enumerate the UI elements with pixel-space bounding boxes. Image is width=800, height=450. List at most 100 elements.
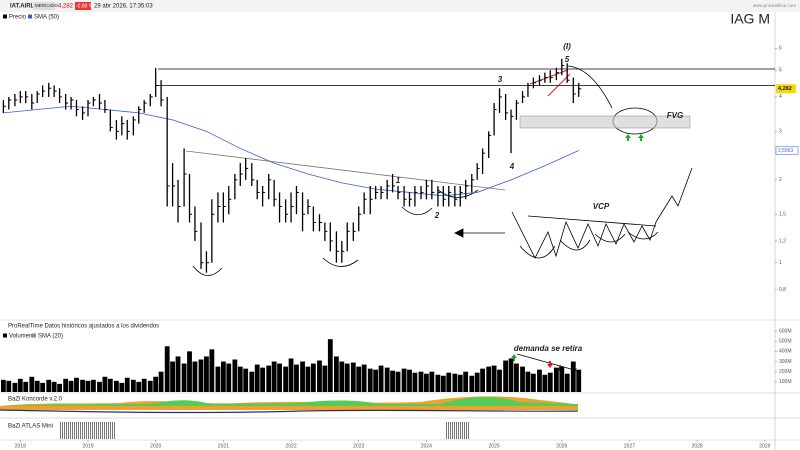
volume-bar (469, 375, 475, 392)
volume-bar (283, 366, 289, 392)
volume-bar (514, 363, 519, 392)
site: www.prorealtime.com (753, 3, 796, 8)
volume-bar (367, 368, 373, 392)
x-tick-label: 2020 (150, 443, 161, 449)
volume-bar (356, 366, 362, 392)
volume-bar (559, 366, 565, 392)
volume-bar (80, 379, 85, 392)
volume-bar (547, 372, 553, 392)
volume-bar (68, 380, 74, 392)
volume-bar (508, 358, 514, 392)
volume-bar (141, 378, 147, 392)
market: MERCADO (35, 3, 59, 8)
legend-price: Precio (9, 15, 27, 21)
volume-bar (339, 361, 345, 392)
change-box (75, 2, 91, 10)
legend-sma: SMA (50) (34, 15, 59, 21)
volume-bar (232, 359, 238, 392)
datetime: 29 abr 2026, 17:35:03 (94, 4, 153, 10)
volume-bar (452, 373, 458, 392)
market-box (33, 2, 55, 10)
green-arrows (625, 134, 644, 141)
x-tick-label: 2018 (15, 443, 26, 449)
y-tick-label: 1,5 (779, 212, 786, 218)
y-tick-label: 0,8 (779, 287, 786, 293)
volume-bar (317, 360, 322, 392)
volume-bar (305, 366, 311, 392)
volume-bar (164, 346, 170, 392)
annotation: FVG (667, 111, 683, 120)
volume-bar (520, 366, 525, 392)
volume-bar (424, 373, 429, 392)
y-tick-label: 3 (779, 129, 782, 135)
volume-bar (91, 379, 96, 392)
volume-bar (74, 377, 79, 392)
volume-bar (412, 372, 418, 392)
symbol: IAT.AIRL (10, 4, 35, 10)
volume-bar (553, 367, 559, 392)
drawings (185, 65, 693, 372)
x-tick-label: 2029 (759, 443, 770, 449)
volume-bar (130, 379, 136, 392)
y-tick-label: 4 (779, 94, 782, 100)
volume-bar (147, 380, 153, 392)
volume-bar (260, 367, 266, 392)
volume-bar (237, 366, 243, 392)
fvg-zone (519, 115, 691, 129)
volume-bar (503, 360, 509, 392)
volume-bar (107, 378, 113, 392)
green-arrow (511, 354, 517, 361)
indicator-label: BaZi ATLAS Mini (8, 424, 53, 430)
annotation: 4 (509, 162, 515, 171)
volume-bar (254, 364, 260, 392)
volume-bar (435, 374, 441, 392)
legend-swatch (28, 14, 32, 19)
sma-line (3, 105, 579, 197)
x-tick-label: 2023 (353, 443, 364, 449)
volume-bar (34, 380, 40, 392)
indicator-label: BaZi Koncorde v.2.0 (8, 397, 63, 403)
atlas-zone (60, 422, 116, 439)
x-tick-label: 2027 (624, 443, 635, 449)
volume-bar (491, 365, 497, 392)
volume-bar (249, 371, 255, 392)
volume-bar (102, 376, 108, 392)
volume-tick-label: 600M (779, 328, 792, 334)
x-tick-label: 2021 (218, 443, 229, 449)
volume-bar (136, 381, 142, 392)
volume-bar (537, 369, 542, 392)
volume-bar (322, 365, 328, 392)
volume-bar (373, 369, 379, 392)
annotation: 2 (434, 211, 440, 220)
volume-bar (124, 377, 130, 392)
legend-swatch (3, 14, 7, 19)
koncorde-green (0, 396, 578, 406)
volume-bar (12, 382, 18, 392)
volume-bar (57, 383, 62, 392)
koncorde-line (0, 409, 579, 414)
volume-tick-label: 500M (779, 339, 792, 345)
volume-bar (300, 361, 305, 392)
note: ProRealTime Datos históricos ajustados a… (8, 324, 159, 330)
x-tick-label: 2028 (692, 443, 703, 449)
volume-bar (243, 368, 249, 392)
volume-bar (407, 369, 412, 392)
sma-label: 2,5563 (778, 148, 794, 154)
last-price-box (776, 84, 796, 94)
volume-bar (40, 382, 46, 392)
y-tick-label: 1,2 (779, 238, 786, 244)
volume-bar (187, 351, 192, 392)
volume-bar (17, 378, 23, 392)
volume-bar (23, 381, 29, 392)
legend-swatch (3, 333, 7, 338)
volume-bar (29, 376, 35, 392)
volume-bar (378, 365, 384, 392)
last-price-label: 4,282 (778, 86, 792, 92)
volume-bar (158, 371, 164, 392)
header-price: 4,282 (58, 4, 74, 10)
volume-bar (530, 373, 536, 392)
volume-bar (333, 356, 339, 392)
annotation: (I) (563, 42, 571, 51)
volume-bar (350, 362, 356, 392)
